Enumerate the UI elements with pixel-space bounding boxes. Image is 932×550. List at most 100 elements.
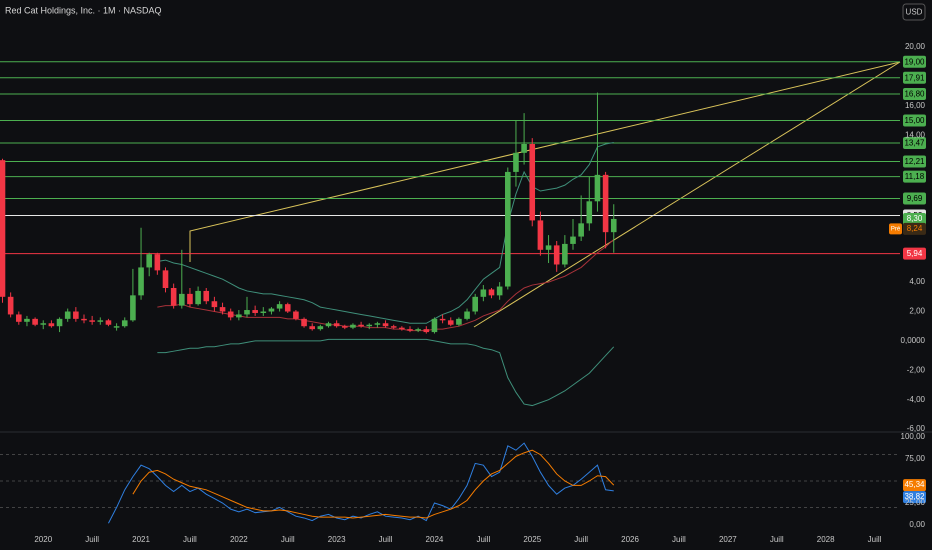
last-price-label: 8,30	[907, 214, 923, 223]
candle-body	[488, 289, 495, 296]
candle-body	[203, 290, 210, 302]
candle-body	[48, 323, 55, 327]
candle-body	[32, 318, 38, 325]
x-tick-label: Juill	[476, 535, 490, 544]
level-label-box	[903, 247, 926, 260]
candle-body	[415, 329, 421, 331]
level-label: 11,18	[905, 172, 925, 181]
candle-body	[211, 301, 218, 308]
candle-body	[521, 144, 527, 153]
y-tick-label: 4,00	[909, 277, 925, 286]
candle-body	[562, 243, 568, 265]
rsi-tick-label: 25,00	[905, 498, 926, 507]
rsi-ma-label: 45,34	[904, 480, 925, 489]
rsi-tick-label: 100,00	[901, 432, 926, 441]
x-tick-label: 2024	[426, 535, 444, 544]
rsi-ma-line	[132, 449, 615, 519]
x-tick-label: 2028	[817, 535, 835, 544]
candle-body	[350, 324, 356, 328]
candle-body	[505, 171, 511, 287]
candle-body	[358, 324, 364, 327]
candle-body	[553, 245, 560, 265]
level-label: 16,80	[904, 90, 925, 99]
y-tick-label: -2,00	[907, 365, 926, 374]
currency-label[interactable]: USD	[906, 8, 923, 17]
candle-body	[0, 160, 6, 297]
candle-body	[325, 323, 332, 327]
candle-body	[447, 320, 454, 325]
level-label-box	[903, 88, 926, 101]
level-label-box	[903, 71, 926, 84]
candle-body	[24, 318, 30, 322]
candle-body	[439, 318, 446, 321]
x-tick-label: Juill	[85, 535, 99, 544]
candle-body	[423, 329, 430, 333]
chart-title: Red Cat Holdings, Inc. · 1M · NASDAQ	[5, 5, 162, 15]
candle-body	[382, 323, 389, 327]
candle-body	[480, 289, 487, 297]
level-label: 12,21	[904, 157, 925, 166]
candle-body	[317, 326, 324, 330]
candle-body	[268, 308, 275, 312]
x-tick-label: 2021	[132, 535, 150, 544]
candles	[0, 92, 617, 334]
candle-body	[342, 326, 348, 328]
candle-body	[170, 288, 177, 306]
candle-body	[64, 311, 71, 319]
y-tick-label: 2,00	[909, 307, 925, 316]
x-tick-label: Juill	[183, 535, 197, 544]
candle-body	[366, 324, 373, 327]
x-tick-label: 2020	[34, 535, 52, 544]
band-lower	[157, 338, 615, 407]
x-tick-label: Juill	[770, 535, 784, 544]
candle-body	[154, 254, 161, 271]
candle-body	[236, 314, 242, 318]
rsi-panel: 45,34 38,82	[0, 442, 926, 524]
candle-body	[309, 326, 315, 330]
candle-body	[97, 320, 104, 322]
candle-body	[594, 174, 601, 202]
x-tick-label: Juill	[868, 535, 882, 544]
level-label-box	[903, 170, 926, 183]
rsi-tick-label: 0,00	[909, 520, 925, 529]
premarket-tag-box	[889, 223, 902, 235]
level-label: 19,00	[904, 57, 925, 66]
candle-body	[187, 293, 193, 305]
candle-body	[472, 296, 478, 312]
candle-body	[113, 326, 120, 328]
y-tick-label: 14,00	[905, 130, 926, 139]
candle-body	[513, 152, 519, 172]
candle-body	[252, 310, 258, 313]
rsi-tick-label: 75,00	[905, 454, 926, 463]
candle-body	[219, 307, 226, 312]
candle-body	[529, 144, 536, 221]
candle-body	[260, 311, 267, 313]
candle-body	[105, 320, 112, 325]
rsi-box	[903, 491, 926, 504]
candle-body	[179, 293, 185, 306]
band-upper	[157, 142, 614, 324]
level-label-box	[903, 55, 926, 68]
candle-body	[399, 327, 405, 330]
level-label: 9,69	[907, 194, 923, 203]
candle-body	[81, 318, 87, 321]
candle-body	[276, 304, 283, 309]
level-label: 5,94	[907, 249, 923, 258]
premarket-tag: Pré	[891, 226, 901, 232]
levels: 19,00 17,91 16,80 15,00 13,47 12,21 11,18 9,69 8…	[0, 55, 926, 260]
candle-body	[56, 318, 63, 327]
candle-body	[40, 323, 47, 325]
currency-button[interactable]	[902, 3, 926, 21]
candle-body	[195, 290, 201, 305]
x-tick-label: Juill	[574, 535, 588, 544]
level-label: 15,00	[904, 116, 925, 125]
level-label: 13,47	[904, 139, 925, 148]
level-label: 17,91	[904, 73, 925, 82]
x-tick-label: 2025	[523, 535, 541, 544]
level-label-box	[903, 136, 926, 149]
rsi-line	[108, 442, 614, 524]
y-tick-label: -4,00	[907, 395, 926, 404]
candle-body	[284, 304, 291, 312]
y-tick-label: 0,0000	[901, 336, 926, 345]
